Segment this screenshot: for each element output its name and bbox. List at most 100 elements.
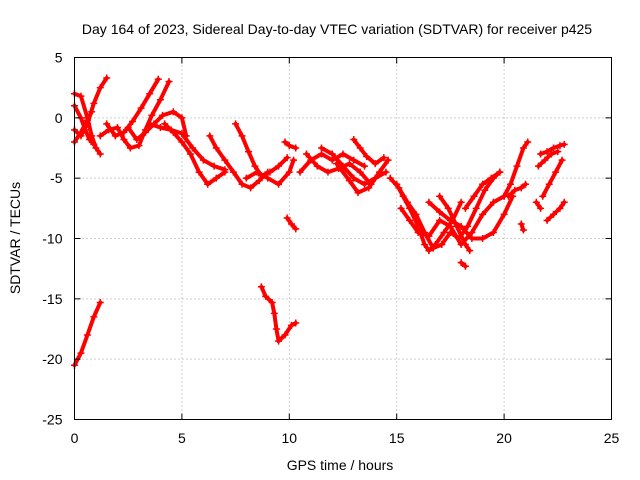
data-point	[290, 156, 298, 164]
data-point	[146, 120, 154, 128]
series-arc-23	[388, 170, 502, 251]
data-point	[550, 144, 558, 152]
data-point	[229, 168, 237, 176]
data-point	[141, 128, 149, 136]
data-point	[90, 313, 98, 321]
data-point	[96, 84, 104, 92]
data-point	[296, 168, 304, 176]
data-point	[350, 174, 358, 182]
data-point	[461, 241, 469, 249]
data-point	[120, 136, 128, 144]
data-point	[436, 216, 444, 224]
data-point	[302, 150, 310, 158]
data-point	[522, 180, 530, 188]
data-point	[77, 349, 85, 357]
data-point	[111, 132, 119, 140]
y-tick-label: -10	[42, 231, 62, 247]
data-point	[242, 174, 250, 182]
series-arc-10	[162, 121, 227, 187]
data-point	[88, 108, 96, 116]
data-point	[382, 168, 390, 176]
series-arc-6	[98, 79, 171, 150]
data-point	[457, 198, 465, 206]
data-point	[96, 150, 104, 158]
data-point	[275, 180, 283, 188]
data-point	[137, 104, 145, 112]
data-point	[328, 150, 336, 158]
x-tick-label: 25	[604, 430, 620, 446]
data-point	[384, 156, 392, 164]
series-arc-12	[233, 121, 290, 178]
data-point	[365, 184, 373, 192]
data-point	[264, 174, 272, 182]
data-point	[350, 156, 358, 164]
data-point	[199, 156, 207, 164]
y-tick-label: 0	[55, 110, 63, 126]
data-point	[414, 228, 422, 236]
grid	[74, 57, 612, 420]
data-point	[178, 130, 186, 138]
chart-title: Day 164 of 2023, Sidereal Day-to-day VTE…	[82, 21, 592, 37]
y-axis-label: SDTVAR / TECUs	[7, 182, 23, 294]
data-point	[204, 180, 212, 188]
data-point	[429, 244, 437, 252]
data-point	[287, 220, 295, 228]
data-point	[178, 138, 186, 146]
data-point	[77, 92, 85, 100]
series-arc-33	[536, 149, 560, 169]
data-point	[206, 132, 214, 140]
data-point	[386, 174, 394, 182]
y-tick-label: 5	[55, 50, 63, 66]
data-point	[543, 148, 551, 156]
x-ticks: 0 5 10 15 20 25	[71, 57, 620, 446]
data-point	[266, 168, 274, 176]
data-point	[360, 162, 368, 170]
data-point	[556, 142, 564, 150]
data-point	[464, 222, 472, 230]
data-point	[537, 204, 545, 212]
data-point	[90, 99, 98, 107]
series-arc-11	[207, 133, 270, 190]
data-point	[283, 214, 291, 222]
data-point	[421, 241, 429, 249]
data-point	[403, 198, 411, 206]
y-tick-label: -20	[42, 351, 62, 367]
data-point	[545, 180, 553, 188]
data-point	[165, 78, 173, 86]
data-point	[466, 247, 474, 255]
data-point	[103, 120, 111, 128]
data-point	[556, 204, 564, 212]
y-tick-label: -15	[42, 291, 62, 307]
data-point	[92, 144, 100, 152]
data-point	[169, 108, 177, 116]
series-arc-8	[126, 109, 189, 142]
data-point	[275, 337, 283, 345]
series-arc-35	[545, 200, 567, 223]
data-point	[453, 222, 461, 230]
data-point	[524, 138, 532, 146]
data-point	[232, 120, 240, 128]
data-point	[195, 168, 203, 176]
data-point	[146, 90, 154, 98]
data-point	[83, 116, 91, 124]
data-point	[356, 144, 364, 152]
data-point	[356, 168, 364, 176]
data-point	[154, 75, 162, 83]
data-point	[287, 321, 295, 329]
data-point	[324, 168, 332, 176]
data-point	[318, 144, 326, 152]
data-point	[489, 228, 497, 236]
data-point	[156, 96, 164, 104]
data-point	[156, 123, 164, 131]
data-point	[90, 140, 98, 148]
y-tick-label: -5	[50, 170, 63, 186]
data-point	[247, 184, 255, 192]
data-point	[103, 74, 111, 82]
data-point	[178, 114, 186, 122]
data-point	[238, 180, 246, 188]
series-arc-4	[72, 109, 94, 144]
data-point	[169, 128, 177, 136]
data-point	[285, 168, 293, 176]
x-tick-label: 0	[71, 430, 79, 446]
